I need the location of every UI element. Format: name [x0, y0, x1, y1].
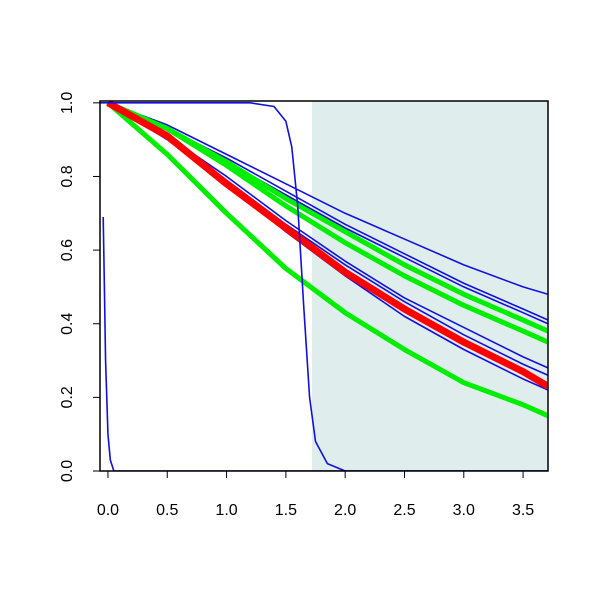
- y-tick-label: 0.0: [59, 460, 76, 482]
- x-tick-label: 2.5: [393, 502, 415, 519]
- x-tick-label: 0.0: [97, 502, 119, 519]
- series-line: [102, 216, 548, 471]
- x-tick-label: 1.5: [275, 502, 297, 519]
- y-tick-label: 0.6: [59, 239, 76, 261]
- series-line: [106, 101, 548, 334]
- x-tick-label: 2.0: [334, 502, 356, 519]
- y-tick-label: 0.2: [59, 386, 76, 408]
- y-tick-label: 0.8: [59, 165, 76, 187]
- series-line: [106, 101, 548, 419]
- series-line: [107, 102, 548, 296]
- plot-area: [100, 101, 548, 471]
- x-tick-label: 0.5: [156, 502, 178, 519]
- x-tick-label: 3.5: [512, 502, 534, 519]
- x-tick-label: 1.0: [215, 502, 237, 519]
- y-tick-label: 0.4: [59, 313, 76, 335]
- x-tick-label: 3.0: [453, 502, 475, 519]
- y-tick-label: 1.0: [59, 92, 76, 114]
- plot-box: [99, 100, 549, 472]
- series-line: [106, 101, 548, 390]
- series-line: [100, 102, 548, 471]
